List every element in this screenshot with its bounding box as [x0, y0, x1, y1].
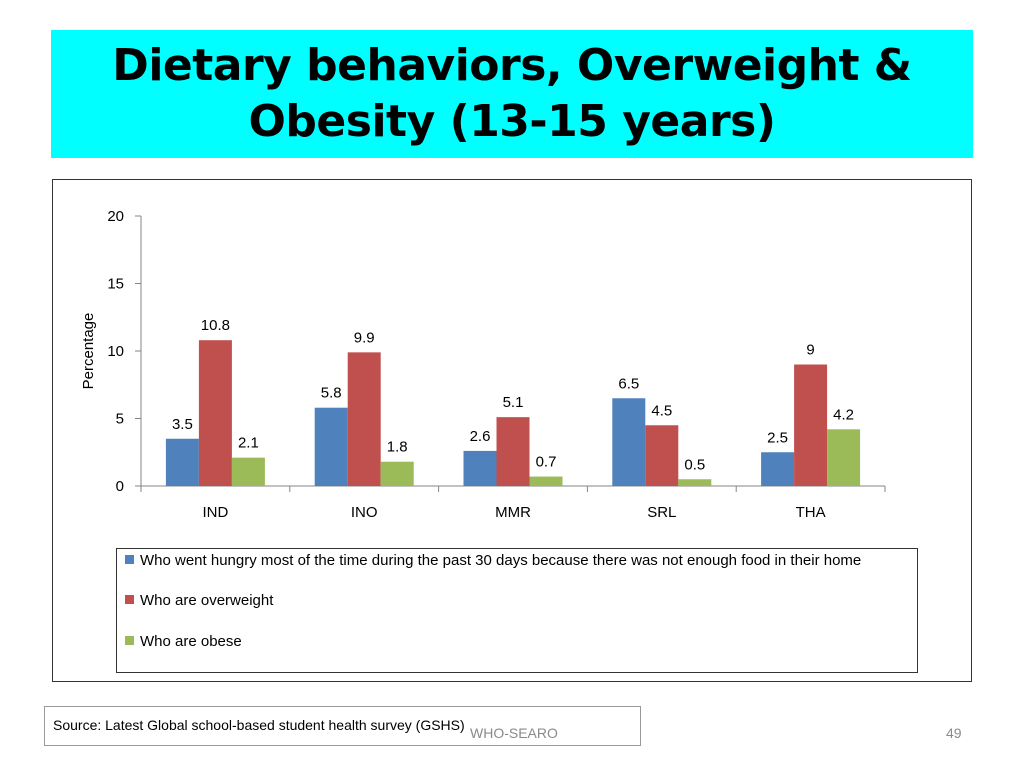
source-note: Source: Latest Global school-based stude…	[44, 706, 641, 746]
legend-label-obese: Who are obese	[140, 633, 242, 650]
bar-tha-series-2	[794, 364, 828, 486]
bar-ino-series-3	[380, 461, 414, 486]
bar-tha-series-1	[761, 452, 795, 486]
data-label: 5.1	[503, 394, 524, 411]
page-number: 49	[946, 725, 962, 741]
data-label: 9.9	[354, 329, 375, 346]
legend-item-overweight: Who are overweight	[125, 590, 910, 612]
x-tick-label: SRL	[647, 504, 676, 521]
x-tick-label: IND	[202, 504, 228, 521]
page-title: Dietary behaviors, Overweight & Obesity …	[112, 40, 912, 147]
bar-ino-series-2	[347, 352, 381, 486]
legend-swatch-hungry	[125, 555, 134, 564]
legend-item-obese: Who are obese	[125, 631, 910, 653]
bar-mmr-series-2	[496, 417, 530, 486]
data-label: 5.8	[321, 385, 342, 402]
data-label: 4.5	[651, 402, 672, 419]
y-tick-label: 15	[107, 276, 124, 293]
title-banner: Dietary behaviors, Overweight & Obesity …	[51, 30, 973, 158]
bar-mmr-series-3	[529, 476, 563, 486]
bar-mmr-series-1	[463, 450, 497, 486]
data-label: 3.5	[172, 416, 193, 433]
data-label: 4.2	[833, 406, 854, 423]
y-axis-label: Percentage	[80, 313, 97, 390]
legend-label-hungry: Who went hungry most of the time during …	[140, 552, 862, 569]
bar-ino-series-1	[314, 407, 348, 486]
data-label: 6.5	[618, 375, 639, 392]
bar-ind-series-1	[165, 438, 199, 486]
data-label: 10.8	[201, 317, 230, 334]
footer-organization: WHO-SEARO	[470, 725, 558, 741]
bar-srl-series-1	[612, 398, 646, 486]
data-label: 1.8	[387, 439, 408, 456]
data-label: 0.7	[536, 454, 557, 471]
y-tick-label: 20	[107, 208, 124, 225]
y-tick-label: 5	[116, 411, 124, 428]
data-label: 2.5	[767, 429, 788, 446]
bar-ind-series-3	[231, 457, 265, 486]
chart-legend: Who went hungry most of the time during …	[116, 548, 918, 673]
y-tick-label: 0	[116, 478, 124, 495]
x-tick-label: THA	[796, 504, 826, 521]
data-label: 0.5	[684, 456, 705, 473]
data-label: 9	[806, 342, 814, 359]
x-tick-label: MMR	[495, 504, 531, 521]
data-label: 2.6	[470, 428, 491, 445]
y-tick-label: 10	[107, 343, 124, 360]
bar-srl-series-3	[678, 479, 712, 486]
legend-item-hungry: Who went hungry most of the time during …	[125, 550, 910, 572]
legend-swatch-obese	[125, 636, 134, 645]
bar-tha-series-3	[827, 429, 861, 486]
legend-swatch-overweight	[125, 595, 134, 604]
data-label: 2.1	[238, 435, 259, 452]
x-tick-label: INO	[351, 504, 378, 521]
bar-ind-series-2	[198, 340, 232, 486]
bar-srl-series-2	[645, 425, 679, 486]
legend-label-overweight: Who are overweight	[140, 592, 274, 609]
